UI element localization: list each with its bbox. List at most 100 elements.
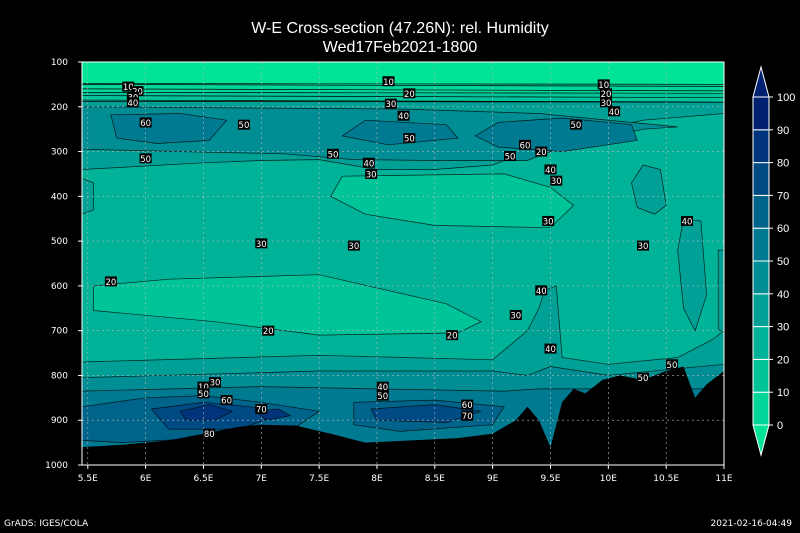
contour-label-bg: [327, 148, 340, 159]
contour-label: 40: [536, 287, 547, 297]
contour-label: 40: [398, 112, 409, 122]
contour-label-bg: [446, 330, 459, 341]
contour-label: 20: [106, 278, 117, 288]
y-tick-label: 200: [51, 103, 68, 113]
contour-label: 50: [505, 153, 516, 163]
y-tick-label: 1000: [45, 461, 68, 471]
contour-label: 20: [263, 327, 274, 337]
contour-label: 30: [543, 217, 554, 227]
x-tick-label: 10.5E: [653, 474, 679, 484]
contour-label-bg: [637, 372, 650, 383]
contour-label-bg: [384, 98, 397, 109]
y-tick-label: 700: [51, 327, 68, 337]
plot-frame: [81, 61, 725, 466]
contour-label-bg: [403, 88, 416, 99]
contour-label-bg: [362, 157, 375, 168]
contour-label: 60: [140, 119, 151, 129]
contour-label-bg: [197, 381, 210, 392]
contour-line: [82, 88, 724, 92]
x-tick-label: 9.5E: [540, 474, 560, 484]
x-tick-label: 11E: [715, 474, 732, 484]
contour-label: 20: [536, 148, 547, 158]
chart-subtitle: Wed17Feb2021-1800: [323, 39, 478, 56]
colorbar-segment: [752, 358, 770, 393]
colorbar-tick-label: 20: [777, 354, 789, 366]
contour-label-bg: [680, 215, 693, 226]
colorbar-segment: [752, 391, 770, 426]
colorbar-lower-arrow: [752, 424, 770, 457]
contour-label: 40: [609, 108, 620, 118]
contour-label-bg: [209, 377, 222, 388]
contour-label-bg: [237, 119, 250, 130]
contour-label-bg: [131, 86, 144, 97]
y-tick-label: 600: [51, 282, 68, 292]
contour-label-bg: [262, 325, 275, 336]
contour-label: 50: [239, 121, 250, 131]
contour-label-bg: [665, 359, 678, 370]
humidity-region: [82, 62, 724, 85]
plot-area: [82, 62, 724, 465]
y-tick-label: 300: [51, 148, 68, 158]
x-tick-label: 8.5E: [425, 474, 445, 484]
contour-label: 70: [462, 412, 473, 422]
humidity-region: [82, 92, 724, 103]
contour-label: 30: [510, 311, 521, 321]
colorbar-segment: [752, 260, 770, 295]
contour-label-bg: [382, 76, 395, 87]
contour-label-bg: [139, 153, 152, 164]
contour-label-bg: [544, 343, 557, 354]
contour-label-bg: [220, 395, 233, 406]
contour-label-bg: [126, 97, 139, 108]
humidity-region: [110, 113, 228, 144]
contour-label-bg: [608, 106, 621, 117]
x-tick-label: 9E: [487, 474, 499, 484]
contour-label-bg: [544, 164, 557, 175]
footer-timestamp: 2021-02-16-04:49: [710, 519, 793, 529]
contour-line: [82, 95, 724, 98]
colorbar-tick-label: 30: [777, 322, 789, 334]
contour-label: 50: [404, 135, 415, 145]
contour-label: 10: [383, 78, 394, 88]
humidity-region: [341, 119, 459, 146]
y-axis: 100 200 300 400 500 600 700 800 900 1000: [45, 58, 82, 471]
contour-label: 80: [204, 430, 215, 440]
contour-label: 30: [601, 99, 612, 109]
contour-label-bg: [519, 139, 532, 150]
contour-label-bg: [569, 119, 582, 130]
contour-label-bg: [597, 79, 610, 90]
contour-label-bg: [365, 168, 378, 179]
contour-label-bg: [461, 399, 474, 410]
contour-label-bg: [255, 404, 268, 415]
colorbar-segment: [752, 194, 770, 229]
colorbar: 0 10 20 30 40 50 60 70 80 90 100: [752, 65, 795, 457]
contour-label: 70: [256, 406, 267, 416]
contour-label-bg: [126, 91, 139, 102]
contour-label-bg: [542, 215, 555, 226]
contour-label-bg: [376, 381, 389, 392]
colorbar-tick-label: 100: [777, 92, 795, 104]
contour-label-bg: [535, 146, 548, 157]
contour-line: [82, 84, 724, 87]
x-tick-label: 7E: [256, 474, 268, 484]
contour-label-bg: [509, 309, 522, 320]
contour-label: 60: [462, 401, 473, 411]
contour-label: 30: [210, 379, 221, 389]
contour-label: 40: [127, 99, 138, 109]
x-tick-label: 10E: [600, 474, 617, 484]
y-tick-label: 100: [51, 58, 68, 68]
humidity-region: [677, 218, 707, 332]
contour-label: 20: [404, 90, 415, 100]
colorbar-tick-label: 50: [777, 256, 789, 268]
contour-label-bg: [122, 81, 135, 92]
colorbar-tick-label: 10: [777, 387, 789, 399]
contour-label: 40: [545, 345, 556, 355]
contour-label-bg: [255, 238, 268, 249]
contour-label-bg: [535, 285, 548, 296]
contour-label: 30: [366, 170, 377, 180]
x-tick-label: 5.5E: [78, 474, 98, 484]
colorbar-tick-label: 90: [777, 125, 789, 137]
colorbar-segment: [752, 96, 770, 131]
contour-label-bg: [504, 151, 516, 162]
humidity-region: [631, 164, 667, 215]
